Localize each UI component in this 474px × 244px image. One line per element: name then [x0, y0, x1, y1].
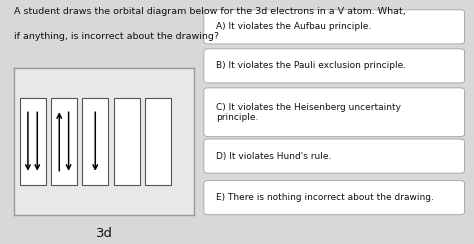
Text: A student draws the orbital diagram below for the 3d electrons in a V atom. What: A student draws the orbital diagram belo…	[14, 7, 406, 16]
Text: 3d: 3d	[96, 227, 113, 240]
Bar	[82, 98, 108, 185]
Bar	[114, 98, 139, 185]
Text: A) It violates the Aufbau principle.: A) It violates the Aufbau principle.	[216, 22, 371, 31]
Text: C) It violates the Heisenberg uncertainty
principle.: C) It violates the Heisenberg uncertaint…	[216, 102, 401, 122]
Bar	[51, 98, 77, 185]
Text: D) It violates Hund's rule.: D) It violates Hund's rule.	[216, 152, 331, 161]
Bar	[145, 98, 171, 185]
Text: E) There is nothing incorrect about the drawing.: E) There is nothing incorrect about the …	[216, 193, 434, 202]
Text: if anything, is incorrect about the drawing?: if anything, is incorrect about the draw…	[14, 32, 219, 41]
Text: B) It violates the Pauli exclusion principle.: B) It violates the Pauli exclusion princ…	[216, 61, 406, 70]
Bar	[19, 98, 46, 185]
